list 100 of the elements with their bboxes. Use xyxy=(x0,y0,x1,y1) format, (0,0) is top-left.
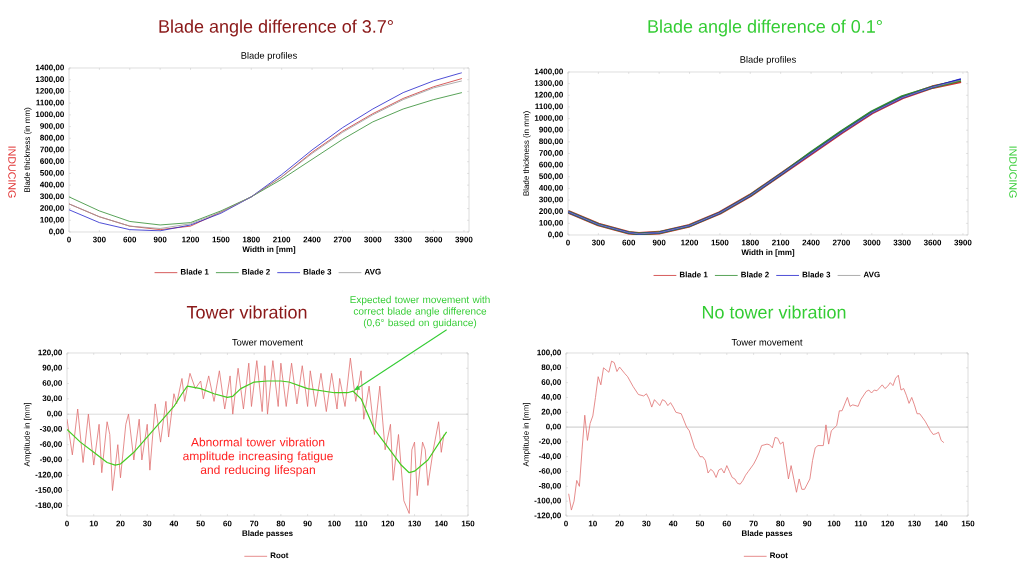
text: No tower vibration xyxy=(702,305,846,319)
y-tick-label: 80,00 xyxy=(541,364,561,372)
y-axis-title: Blade thickness (in mm) xyxy=(24,107,32,193)
y-tick-label: -40,00 xyxy=(538,453,561,461)
y-tick-label: -20,00 xyxy=(538,438,561,446)
y-tick-label: -30,00 xyxy=(39,425,62,433)
y-tick-label: 100,00 xyxy=(537,349,561,357)
y-tick-label: 1100,00 xyxy=(36,99,64,107)
x-tick-label: 20 xyxy=(615,520,624,527)
x-tick-label: 2700 xyxy=(832,239,850,246)
text: INDUCING xyxy=(1009,146,1017,198)
x-tick-label: 0 xyxy=(566,239,570,246)
y-tick-label: 40,00 xyxy=(541,394,561,401)
x-tick-label: 0 xyxy=(65,520,69,527)
x-tick-label: 120 xyxy=(881,520,894,527)
x-tick-label: 120 xyxy=(381,520,395,527)
y-tick-label: 0,00 xyxy=(49,228,64,236)
text: INDUCING xyxy=(8,146,16,198)
x-tick-label: 150 xyxy=(961,520,975,527)
chart-title: Tower movement xyxy=(232,339,303,346)
y-tick-label: 200,00 xyxy=(40,205,64,212)
legend-label: Blade 3 xyxy=(802,271,831,278)
legend-label: AVG xyxy=(364,268,381,275)
x-tick-label: 90 xyxy=(303,520,312,527)
legend-label: Root xyxy=(770,552,788,559)
legend-label: Root xyxy=(270,552,289,559)
x-tick-label: 3000 xyxy=(863,239,881,246)
y-tick-label: 1000,00 xyxy=(35,111,64,119)
y-tick-label: 60,00 xyxy=(541,379,561,387)
x-tick-label: 0 xyxy=(67,236,71,243)
chart-title: Tower movement xyxy=(731,339,803,346)
x-tick-label: 2400 xyxy=(802,239,820,246)
x-tick-label: 80 xyxy=(776,520,785,527)
legend-label: Blade 2 xyxy=(242,268,270,275)
y-tick-label: -120,00 xyxy=(35,471,62,479)
x-axis-title: Width in [mm] xyxy=(741,249,795,257)
x-tick-label: 3900 xyxy=(954,239,972,246)
annotation: Abnormal tower vibration amplitude increasing fatigue and reducing lifespan xyxy=(183,437,333,477)
y-tick-label: 700,00 xyxy=(539,150,563,157)
y-tick-label: -150,00 xyxy=(35,487,62,494)
x-tick-label: 900 xyxy=(153,236,167,243)
x-tick-label: 40 xyxy=(668,520,678,527)
legend-label: Blade 1 xyxy=(180,268,209,275)
y-tick-label: 1000,00 xyxy=(534,115,563,122)
x-axis-title: Blade passes xyxy=(242,530,293,538)
x-tick-label: 30 xyxy=(142,520,152,527)
y-tick-label: 1200,00 xyxy=(534,91,563,99)
x-tick-label: 130 xyxy=(908,520,921,527)
chart-title: Blade profiles xyxy=(740,55,796,65)
x-tick-label: 3300 xyxy=(893,239,911,246)
x-tick-label: 2100 xyxy=(273,236,291,243)
x-tick-label: 70 xyxy=(749,520,758,527)
x-tick-label: 70 xyxy=(250,520,259,527)
x-tick-label: 2700 xyxy=(333,236,351,243)
y-tick-label: 0,00 xyxy=(546,423,561,431)
y-tick-label: 800,00 xyxy=(40,134,64,142)
y-tick-label: 900,00 xyxy=(539,126,563,134)
y-axis-title: Amplitude in [mm] xyxy=(522,403,531,467)
x-tick-label: 130 xyxy=(408,520,421,527)
y-tick-label: 800,00 xyxy=(539,138,563,146)
text: Tower vibration xyxy=(186,305,307,319)
x-axis-title: Width in [mm] xyxy=(242,246,296,254)
x-tick-label: 600 xyxy=(622,239,636,246)
y-tick-label: 300,00 xyxy=(539,196,563,204)
x-tick-label: 150 xyxy=(461,520,475,527)
legend-label: Blade 1 xyxy=(679,271,708,278)
x-tick-label: 140 xyxy=(435,520,448,527)
y-tick-label: -180,00 xyxy=(35,502,62,510)
y-tick-label: 1200,00 xyxy=(35,88,64,95)
y-tick-label: 300,00 xyxy=(40,193,64,201)
y-tick-label: 1300,00 xyxy=(534,80,563,88)
x-tick-label: 3000 xyxy=(364,236,382,243)
text: Blade angle difference of 3.7° xyxy=(159,19,393,37)
x-tick-label: 110 xyxy=(355,520,368,527)
x-tick-label: 50 xyxy=(196,520,205,527)
x-tick-label: 110 xyxy=(854,520,867,527)
y-tick-label: 200,00 xyxy=(539,208,563,216)
y-tick-label: -80,00 xyxy=(538,482,561,490)
x-tick-label: 900 xyxy=(652,239,666,246)
x-tick-label: 3900 xyxy=(455,236,473,243)
x-tick-label: 2400 xyxy=(303,236,321,243)
x-tick-label: 0 xyxy=(564,520,568,527)
x-tick-label: 60 xyxy=(722,520,731,527)
x-tick-label: 600 xyxy=(123,236,137,243)
y-tick-label: 1300,00 xyxy=(35,76,64,84)
y-axis-title: Blade thickness (in mm) xyxy=(523,111,531,196)
y-tick-label: 1100,00 xyxy=(535,103,563,111)
legend-label: Blade 2 xyxy=(741,271,769,278)
y-tick-label: -120,00 xyxy=(534,512,561,520)
legend-label: Blade 3 xyxy=(303,268,332,275)
x-axis-title: Blade passes xyxy=(741,530,793,538)
y-tick-label: 120,00 xyxy=(38,349,62,357)
x-tick-label: 50 xyxy=(695,520,705,527)
x-tick-label: 3300 xyxy=(394,236,412,243)
x-tick-label: 140 xyxy=(935,520,948,527)
y-tick-label: 1400,00 xyxy=(534,68,563,76)
y-tick-label: 400,00 xyxy=(39,181,64,189)
x-tick-label: 1200 xyxy=(681,239,699,246)
text: Blade angle difference of 0.1° xyxy=(648,19,882,37)
y-tick-label: -60,00 xyxy=(538,468,561,475)
